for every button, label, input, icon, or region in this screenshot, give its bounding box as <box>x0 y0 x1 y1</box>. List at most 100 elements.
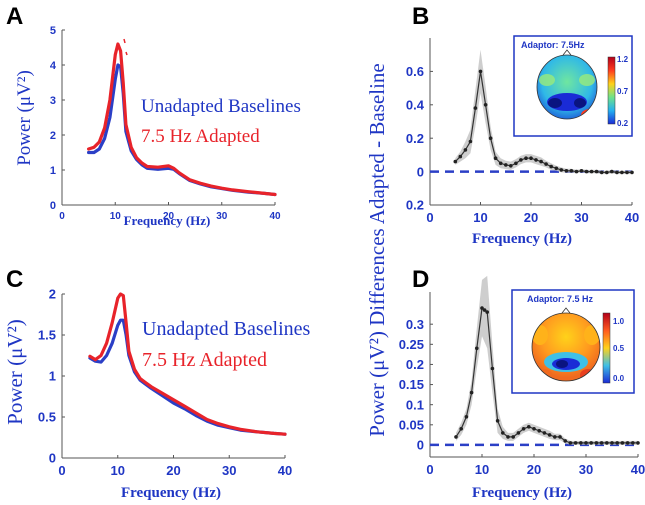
panel-d-y-tick-label: 0.1 <box>406 397 424 412</box>
panel-a: A 0 10 20 30 40 0 1 2 3 4 5 Frequency (Hz) Power (… <box>6 3 301 228</box>
panel-label-c: C <box>6 266 23 293</box>
panel-d-y-tick-label: 0.3 <box>406 317 424 332</box>
panel-c-ticks: 0 10 20 30 40 0 0.5 1 1.5 2 <box>38 287 292 478</box>
panel-d-data-point <box>495 419 500 423</box>
panel-d-data-point <box>490 366 495 371</box>
panel-d-data-point <box>516 431 521 435</box>
panel-b-data-point <box>539 159 543 164</box>
panel-d-data-point <box>527 425 531 429</box>
panel-c-series-adapted-line <box>88 292 287 436</box>
panel-a-y-label: Power (μV²) <box>14 70 35 166</box>
panel-b-colorbar-tick-mid: 0.7 <box>617 87 629 96</box>
panel-b-inset-title: Adaptor: 7.5Hz <box>521 40 585 50</box>
panel-b-series <box>430 49 634 175</box>
panel-c-x-tick-label: 20 <box>166 463 180 478</box>
panel-d-data-point <box>558 435 562 439</box>
panel-c-x-label: Frequency (Hz) <box>121 485 221 501</box>
panel-d-data-point <box>631 441 635 445</box>
panel-d-data-point <box>537 429 541 433</box>
panel-d-data-point <box>501 431 505 435</box>
panel-c-y-tick-label: 0.5 <box>38 410 56 425</box>
panel-d-inset-title: Adaptor: 7.5 Hz <box>527 294 594 304</box>
panel-b-x-tick-label: 10 <box>473 210 487 225</box>
panel-d-error-band <box>456 275 638 445</box>
panel-d-data-point <box>620 441 625 445</box>
panel-d-data-point <box>506 435 510 439</box>
panel-d-data-point <box>605 441 609 445</box>
panel-b-data-point <box>549 164 553 169</box>
panel-b-data-point <box>453 159 458 164</box>
panel-d-series <box>430 275 640 447</box>
panel-d-x-tick-label: 0 <box>426 462 433 477</box>
panel-d-data-point <box>454 435 458 439</box>
panel-b-x-label: Frequency (Hz) <box>472 231 572 247</box>
panel-b-x-tick-label: 30 <box>574 210 588 225</box>
panel-d-data-point <box>511 435 515 439</box>
panel-b-colorbar <box>607 56 616 125</box>
panel-b-x-tick-label: 40 <box>625 210 639 225</box>
panel-d-data-point <box>485 310 490 314</box>
panel-b-data-point <box>524 156 528 160</box>
panel-b-data-point <box>544 162 548 166</box>
panel-a-legend-baseline: Unadapted Baselines <box>141 96 301 117</box>
panel-d-data-point <box>542 431 547 435</box>
panel-b-y-tick-label: 0.6 <box>406 64 424 79</box>
panel-d-colorbar-tick-mid: 0.5 <box>613 344 625 353</box>
panel-label-a: A <box>6 3 23 30</box>
panel-b-y-tick-label: 0.2 <box>406 131 424 146</box>
panel-b-ticks: 0 10 20 30 400.200.20.40.6 <box>406 64 639 225</box>
panel-c-series <box>88 292 287 436</box>
panel-b-data-point <box>534 158 538 162</box>
panel-d: D 0 10 20 30 40 0 0.05 0.1 0.15 0.2 0.25 0.3 Freque… <box>399 266 645 501</box>
panel-a-x-label: Frequency (Hz) <box>124 213 211 228</box>
panel-a-axes <box>61 30 275 206</box>
panel-b-data-point <box>579 169 584 173</box>
panel-d-data-point <box>547 433 552 437</box>
panel-b-data-point <box>564 169 569 173</box>
panel-b-colorbar-tick-top: 1.2 <box>617 55 629 64</box>
panel-d-data-point <box>615 441 619 445</box>
panel-a-series-adapted-line <box>87 42 277 197</box>
panel-a-y-tick-label: 4 <box>50 60 57 72</box>
panel-c-y-tick-label: 0 <box>49 451 56 466</box>
panel-b-data-point <box>509 164 513 168</box>
panel-d-y-tick-label: 0 <box>417 438 424 453</box>
panel-d-data-point <box>568 441 573 445</box>
panel-a-y-tick-label: 3 <box>50 95 56 107</box>
panel-b-data-point <box>615 170 619 175</box>
panel-c-y-tick-label: 2 <box>49 287 56 302</box>
panel-a-y-tick-label: 5 <box>50 25 56 37</box>
panel-d-colorbar <box>602 312 611 384</box>
panel-b-data-point <box>493 156 498 160</box>
panel-label-b: B <box>412 3 429 30</box>
panel-b-y-tick-label: 0.4 <box>406 97 425 112</box>
panel-c-legend-baseline: Unadapted Baselines <box>142 318 310 340</box>
panel-b-x-tick-label: 20 <box>524 210 538 225</box>
panel-b-data-point <box>554 166 559 171</box>
panel-d-topomap-inset: Adaptor: 7.5 Hz 1.0 0.5 0.0 <box>511 289 635 394</box>
panel-b-x-tick-label: 0 <box>426 210 433 225</box>
panel-c-y-tick-label: 1 <box>49 369 56 384</box>
panel-d-data-point <box>553 435 557 439</box>
panel-b-data-point <box>569 169 574 173</box>
panel-d-data-point <box>563 439 567 443</box>
panel-d-data-point <box>579 441 583 445</box>
panel-b-topomap-inset: Adaptor: 7.5Hz 1.2 0.7 0.2 <box>513 35 633 137</box>
panel-d-data-point <box>573 441 578 445</box>
panel-b-data-point <box>498 161 503 166</box>
panel-a-y-tick-label: 0 <box>50 200 56 212</box>
panel-d-colorbar-tick-top: 1.0 <box>613 317 625 326</box>
panel-d-data-point <box>584 441 588 445</box>
panel-c-legend-adapted: 7.5 Hz Adapted <box>142 349 267 371</box>
panel-a-x-tick-label: 30 <box>216 211 228 222</box>
panel-d-y-tick-label: 0.05 <box>399 417 424 432</box>
panel-d-data-point <box>625 441 630 445</box>
panel-d-data-point <box>610 441 614 445</box>
panel-d-data-point <box>599 441 604 445</box>
panel-d-ticks: 0 10 20 30 40 0 0.05 0.1 0.15 0.2 0.25 0.3 <box>399 317 645 477</box>
panel-c-x-tick-label: 30 <box>222 463 236 478</box>
panel-b-data-point <box>630 170 634 175</box>
panel-b-colorbar-tick-bottom: 0.2 <box>617 119 629 128</box>
panel-b-data-point <box>589 169 594 174</box>
